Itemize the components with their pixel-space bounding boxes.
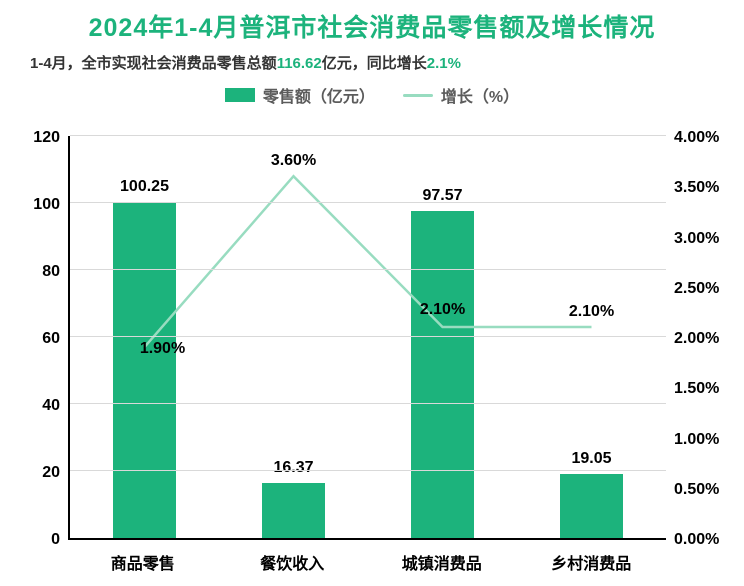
- legend-item-line: 增长（%）: [403, 83, 519, 107]
- y-right-tick: 0.50%: [674, 481, 719, 499]
- y-left-tick: 0: [51, 531, 60, 549]
- y-left-tick: 40: [42, 397, 60, 415]
- subtitle-value-1: 116.62: [277, 55, 322, 72]
- y-left-tick: 100: [33, 196, 60, 214]
- plot-area: 100.2516.3797.5719.05 1.90%3.60%2.10%2.1…: [68, 136, 666, 540]
- line-value-label: 1.90%: [140, 340, 185, 358]
- x-axis-label: 乡村消费品: [517, 542, 667, 576]
- grid-line: [70, 202, 666, 203]
- legend: 零售额（亿元） 增长（%）: [0, 77, 744, 111]
- grid-line: [70, 336, 666, 337]
- line-layer: [70, 136, 666, 538]
- y-right-tick: 1.00%: [674, 431, 719, 449]
- y-right-tick: 3.50%: [674, 179, 719, 197]
- line-value-label: 2.10%: [569, 303, 614, 321]
- y-axis-right: 0.00%0.50%1.00%1.50%2.00%2.50%3.00%3.50%…: [670, 136, 728, 540]
- y-left-tick: 120: [33, 129, 60, 147]
- y-right-tick: 1.50%: [674, 380, 719, 398]
- line-value-label: 3.60%: [271, 152, 316, 170]
- grid-line: [70, 470, 666, 471]
- x-axis-label: 商品零售: [68, 542, 218, 576]
- subtitle-value-2: 2.1%: [427, 55, 461, 72]
- x-axis-label: 城镇消费品: [367, 542, 517, 576]
- y-right-tick: 2.00%: [674, 330, 719, 348]
- chart-subtitle: 1-4月，全市实现社会消费品零售总额116.62亿元，同比增长2.1%: [0, 44, 744, 77]
- grid-line: [70, 135, 666, 136]
- y-right-tick: 0.00%: [674, 531, 719, 549]
- subtitle-mid: 亿元，同比增长: [322, 55, 427, 72]
- legend-item-bar: 零售额（亿元）: [225, 83, 375, 107]
- legend-swatch-line: [403, 94, 433, 97]
- chart-title: 2024年1-4月普洱市社会消费品零售额及增长情况: [0, 0, 744, 44]
- y-left-tick: 60: [42, 330, 60, 348]
- y-left-tick: 20: [42, 464, 60, 482]
- y-left-tick: 80: [42, 263, 60, 281]
- grid-line: [70, 403, 666, 404]
- y-right-tick: 4.00%: [674, 129, 719, 147]
- x-axis: 商品零售餐饮收入城镇消费品乡村消费品: [68, 542, 666, 576]
- y-right-tick: 2.50%: [674, 280, 719, 298]
- legend-label-bar: 零售额（亿元）: [263, 83, 375, 107]
- y-right-tick: 3.00%: [674, 230, 719, 248]
- legend-label-line: 增长（%）: [441, 83, 519, 107]
- chart-area: 0 20 40 60 80 100 120 0.00% 0.50% 1.00% 1.50% 2.00…: [16, 118, 728, 576]
- line-value-label: 2.10%: [420, 301, 465, 319]
- subtitle-prefix: 1-4月，全市实现社会消费品零售总额: [30, 55, 277, 72]
- legend-swatch-bar: [225, 88, 255, 102]
- y-axis-left: 020406080100120: [16, 136, 64, 540]
- x-axis-label: 餐饮收入: [218, 542, 368, 576]
- grid-line: [70, 269, 666, 270]
